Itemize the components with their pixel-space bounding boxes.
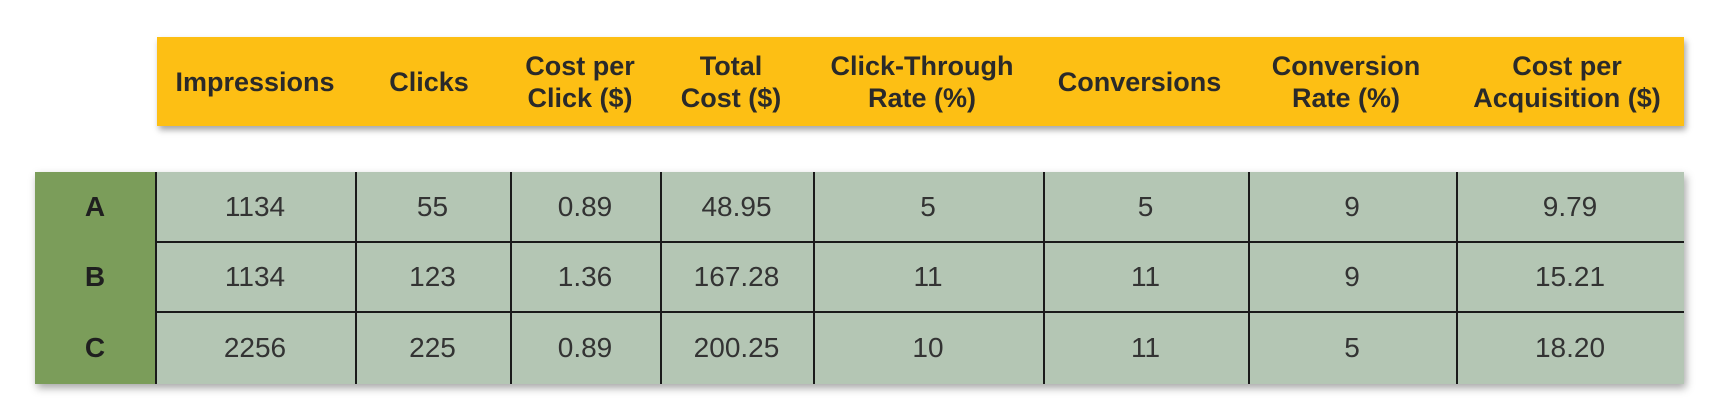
column-header-conversion-rate: Conversion Rate (%) (1271, 50, 1421, 113)
table-cell: 225 (409, 332, 456, 363)
table-cell: 5 (920, 191, 936, 222)
table-cell: 48.95 (701, 191, 772, 222)
table-cell: 9 (1344, 261, 1360, 292)
table-cell: 2256 (223, 332, 287, 363)
table-cell: 10 (912, 332, 944, 363)
table-cell: 1.36 (557, 261, 613, 292)
column-divider (660, 172, 662, 384)
table-cell: 1134 (224, 191, 286, 222)
row-divider (155, 241, 1684, 243)
table-row: A 1134 55 0.89 48.95 5 5 9 9.79 (35, 172, 1684, 242)
table-cell: 200.25 (693, 332, 780, 363)
table-cell: 5 (1344, 332, 1360, 363)
column-divider (813, 172, 815, 384)
table-cell: 11 (1130, 261, 1161, 292)
table-cell: 11 (1130, 332, 1161, 363)
row-divider (155, 311, 1684, 313)
table-row: C 2256 225 0.89 200.25 10 11 5 18.20 (35, 312, 1684, 384)
column-header-conversions: Conversions (1057, 66, 1222, 97)
table-cell: 15.21 (1534, 261, 1606, 292)
table-cell: 123 (409, 261, 456, 292)
row-label: C (35, 312, 155, 384)
table-cell: 0.89 (557, 332, 613, 363)
row-label: A (35, 172, 155, 242)
table-cell: 5 (1137, 191, 1154, 222)
column-divider (510, 172, 512, 384)
column-header-cost-per-acquisition: Cost per Acquisition ($) (1473, 50, 1661, 113)
column-divider (1456, 172, 1458, 384)
column-header-clicks: Clicks (389, 66, 469, 97)
column-divider (155, 172, 157, 384)
table-cell: 55 (416, 191, 449, 222)
column-header-click-through-rate: Click-Through Rate (%) (830, 50, 1014, 113)
table-cell: 9.79 (1542, 191, 1598, 222)
column-header-total-cost: Total Cost ($) (680, 50, 782, 113)
table-cell: 9 (1344, 191, 1360, 222)
column-header-cost-per-click: Cost per Click ($) (525, 50, 635, 113)
column-header-impressions: Impressions (175, 66, 335, 97)
column-divider (1248, 172, 1250, 384)
table-cell: 1134 (224, 261, 286, 292)
table-cell: 11 (913, 261, 943, 292)
data-table: A 1134 55 0.89 48.95 5 5 9 9.79 B 1134 1… (35, 172, 1684, 384)
table-row: B 1134 123 1.36 167.28 11 11 9 15.21 (35, 242, 1684, 312)
table-cell: 167.28 (693, 261, 780, 292)
table-cell: 0.89 (557, 191, 613, 222)
column-divider (355, 172, 357, 384)
column-divider (1043, 172, 1045, 384)
row-label: B (35, 242, 155, 312)
table-header: Impressions Clicks Cost per Click ($) To… (157, 37, 1684, 126)
table-cell: 18.20 (1534, 332, 1606, 363)
